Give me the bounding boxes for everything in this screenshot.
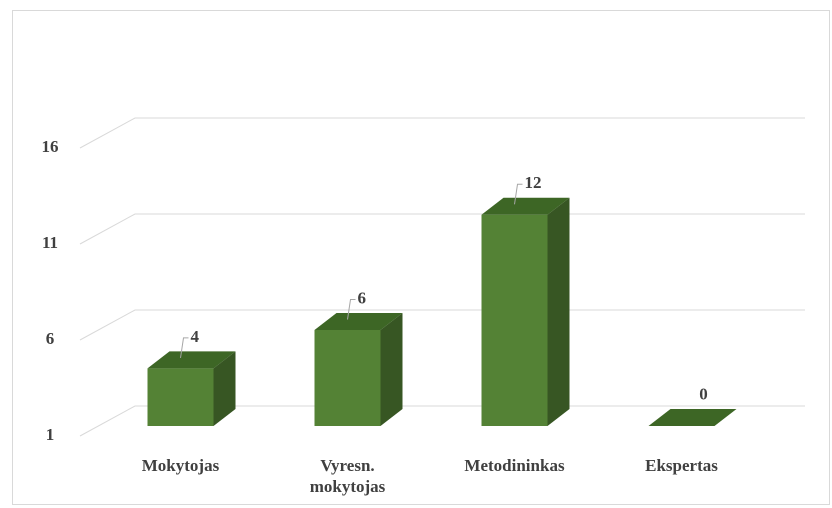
bar-front	[481, 214, 548, 426]
data-label: 12	[525, 173, 542, 192]
leader-line	[180, 337, 189, 358]
bar	[648, 409, 737, 426]
grid-line	[79, 309, 805, 341]
leader-line	[347, 299, 356, 320]
bar-side	[547, 197, 570, 426]
y-tick-label: 11	[42, 233, 58, 252]
y-tick-label: 6	[46, 329, 55, 348]
x-tick-label: Vyresn. mokytojas	[309, 456, 386, 496]
grid-line	[79, 117, 805, 149]
bar-front	[147, 368, 214, 426]
chart-frame	[12, 10, 830, 505]
bar	[147, 351, 236, 426]
grid-line	[79, 213, 805, 245]
bar-side	[380, 313, 403, 426]
bar-top	[147, 351, 236, 369]
leader-line	[514, 183, 523, 205]
x-tick-label: Mokytojas	[141, 456, 220, 475]
data-label: 4	[191, 327, 200, 346]
bar-side	[213, 351, 236, 426]
y-tick-label: 16	[42, 137, 59, 156]
x-tick-label: Ekspertas	[645, 456, 718, 475]
bar	[314, 313, 403, 426]
bar-top	[481, 197, 570, 215]
bar-top	[314, 313, 403, 330]
bar	[481, 197, 570, 426]
bar-top	[648, 409, 737, 426]
data-label: 0	[699, 384, 708, 403]
x-tick-label: Metodininkas	[464, 456, 565, 475]
data-label: 6	[358, 288, 367, 307]
grid-line	[79, 405, 805, 437]
y-tick-label: 1	[46, 425, 55, 444]
bar-front	[314, 330, 381, 426]
